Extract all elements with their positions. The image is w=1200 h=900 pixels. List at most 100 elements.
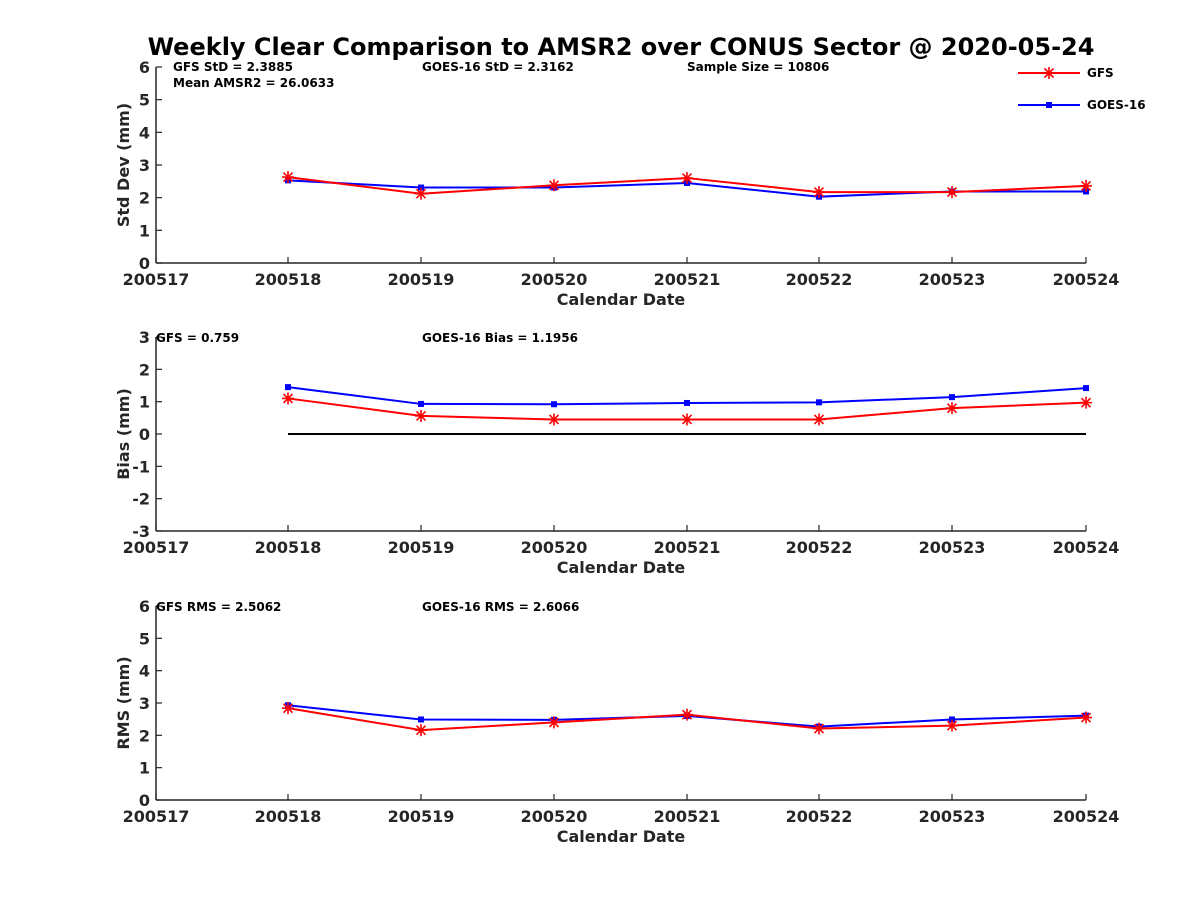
data-point-gfs bbox=[946, 402, 958, 415]
y-tick-label: -3 bbox=[132, 522, 150, 541]
y-tick-label: -2 bbox=[132, 490, 150, 509]
y-axis-label: RMS (mm) bbox=[114, 656, 133, 749]
x-tick-label: 200517 bbox=[123, 270, 190, 289]
y-tick-label: 1 bbox=[139, 393, 150, 412]
stat-annotation: GFS = 0.759 bbox=[156, 331, 239, 345]
data-point-gfs bbox=[548, 179, 560, 192]
x-tick-label: 200524 bbox=[1053, 270, 1120, 289]
asterisk-stroke bbox=[1080, 397, 1092, 408]
data-point-gfs bbox=[946, 186, 958, 199]
x-tick-label: 200519 bbox=[388, 807, 455, 826]
legend-marker-goes-16 bbox=[1046, 102, 1052, 108]
asterisk-stroke bbox=[415, 725, 427, 736]
x-axis-label: Calendar Date bbox=[557, 290, 686, 309]
y-tick-label: 5 bbox=[139, 91, 150, 110]
y-tick-label: 4 bbox=[139, 662, 150, 681]
data-point-gfs bbox=[813, 413, 825, 426]
legend-entry-gfs: GFS bbox=[1018, 66, 1114, 80]
stat-annotation: GFS RMS = 2.5062 bbox=[156, 600, 281, 614]
data-point-gfs bbox=[681, 708, 693, 721]
data-point-goes-16 bbox=[1083, 385, 1089, 392]
data-point-gfs bbox=[548, 413, 560, 426]
figure-title: Weekly Clear Comparison to AMSR2 over CO… bbox=[148, 33, 1095, 61]
chart-panel-3: 0 1 2 3 4 5 6 200517 200518 200519 200520 200521 200… bbox=[114, 597, 1119, 846]
x-tick-label: 200518 bbox=[255, 270, 322, 289]
x-tick-label: 200520 bbox=[521, 538, 588, 557]
y-tick-label: 3 bbox=[139, 694, 150, 713]
x-tick-label: 200521 bbox=[654, 538, 721, 557]
stat-annotation: GOES-16 Bias = 1.1956 bbox=[422, 331, 578, 345]
asterisk-stroke bbox=[681, 173, 693, 184]
data-point-goes-16 bbox=[949, 394, 955, 401]
x-tick-label: 200519 bbox=[388, 538, 455, 557]
x-tick-label: 200523 bbox=[919, 270, 986, 289]
x-tick-label: 200521 bbox=[654, 270, 721, 289]
data-point-gfs bbox=[415, 187, 427, 200]
y-tick-label: 2 bbox=[139, 726, 150, 745]
x-tick-label: 200523 bbox=[919, 538, 986, 557]
x-tick-label: 200520 bbox=[521, 807, 588, 826]
series-gfs bbox=[282, 171, 1092, 200]
asterisk-stroke bbox=[282, 393, 294, 404]
asterisk-stroke bbox=[282, 172, 294, 183]
data-point-gfs bbox=[1080, 711, 1092, 724]
asterisk-stroke bbox=[681, 709, 693, 720]
legend-entry-goes-16: GOES-16 bbox=[1018, 98, 1146, 112]
data-point-gfs bbox=[813, 722, 825, 735]
asterisk-stroke bbox=[548, 180, 560, 191]
data-point-goes-16 bbox=[418, 716, 424, 723]
x-tick-label: 200522 bbox=[786, 538, 853, 557]
y-tick-label: 0 bbox=[139, 254, 150, 273]
data-point-gfs bbox=[946, 719, 958, 732]
series-goes-16 bbox=[285, 384, 1089, 408]
stat-annotation: Mean AMSR2 = 26.0633 bbox=[173, 76, 334, 90]
y-axis-label: Std Dev (mm) bbox=[114, 103, 133, 227]
y-tick-label: 1 bbox=[139, 221, 150, 240]
x-tick-label: 200524 bbox=[1053, 538, 1120, 557]
data-point-gfs bbox=[681, 172, 693, 185]
asterisk-stroke bbox=[813, 723, 825, 734]
legend: GFS GOES-16 bbox=[1018, 66, 1146, 112]
x-axis-label: Calendar Date bbox=[557, 558, 686, 577]
y-tick-label: 6 bbox=[139, 597, 150, 616]
data-point-gfs bbox=[415, 409, 427, 422]
legend-label-gfs: GFS bbox=[1087, 66, 1114, 80]
chart-panel-2: -3 -2 -1 0 1 2 3 200517 200518 200519 200520 200521… bbox=[114, 328, 1119, 577]
series-gfs bbox=[282, 702, 1092, 737]
asterisk-stroke bbox=[415, 188, 427, 199]
x-tick-label: 200524 bbox=[1053, 807, 1120, 826]
asterisk-stroke bbox=[548, 717, 560, 728]
asterisk-stroke bbox=[813, 414, 825, 425]
data-point-gfs bbox=[1080, 179, 1092, 192]
legend-marker-gfs bbox=[1043, 67, 1055, 79]
y-tick-label: 0 bbox=[139, 791, 150, 810]
asterisk-stroke bbox=[282, 703, 294, 714]
x-tick-label: 200521 bbox=[654, 807, 721, 826]
stat-annotation: GOES-16 RMS = 2.6066 bbox=[422, 600, 579, 614]
data-point-gfs bbox=[1080, 396, 1092, 409]
x-tick-label: 200518 bbox=[255, 807, 322, 826]
y-tick-label: 2 bbox=[139, 189, 150, 208]
asterisk-stroke bbox=[548, 414, 560, 425]
x-tick-label: 200522 bbox=[786, 270, 853, 289]
x-tick-label: 200522 bbox=[786, 807, 853, 826]
x-axis-label: Calendar Date bbox=[557, 827, 686, 846]
asterisk-stroke bbox=[681, 414, 693, 425]
y-axis-label: Bias (mm) bbox=[114, 388, 133, 480]
y-tick-label: 3 bbox=[139, 328, 150, 347]
data-point-goes-16 bbox=[285, 384, 291, 391]
data-point-gfs bbox=[813, 186, 825, 199]
x-tick-label: 200520 bbox=[521, 270, 588, 289]
y-tick-label: 1 bbox=[139, 759, 150, 778]
y-tick-label: 6 bbox=[139, 58, 150, 77]
data-point-goes-16 bbox=[949, 716, 955, 723]
chart-panel-1: 0 1 2 3 4 5 6 200517 200518 200519 200520 200521 200… bbox=[114, 58, 1119, 309]
asterisk-stroke bbox=[946, 187, 958, 198]
stat-annotation: GOES-16 StD = 2.3162 bbox=[422, 60, 574, 74]
y-tick-label: -1 bbox=[132, 457, 150, 476]
data-point-goes-16 bbox=[816, 399, 822, 406]
data-point-gfs bbox=[415, 724, 427, 737]
x-tick-label: 200518 bbox=[255, 538, 322, 557]
